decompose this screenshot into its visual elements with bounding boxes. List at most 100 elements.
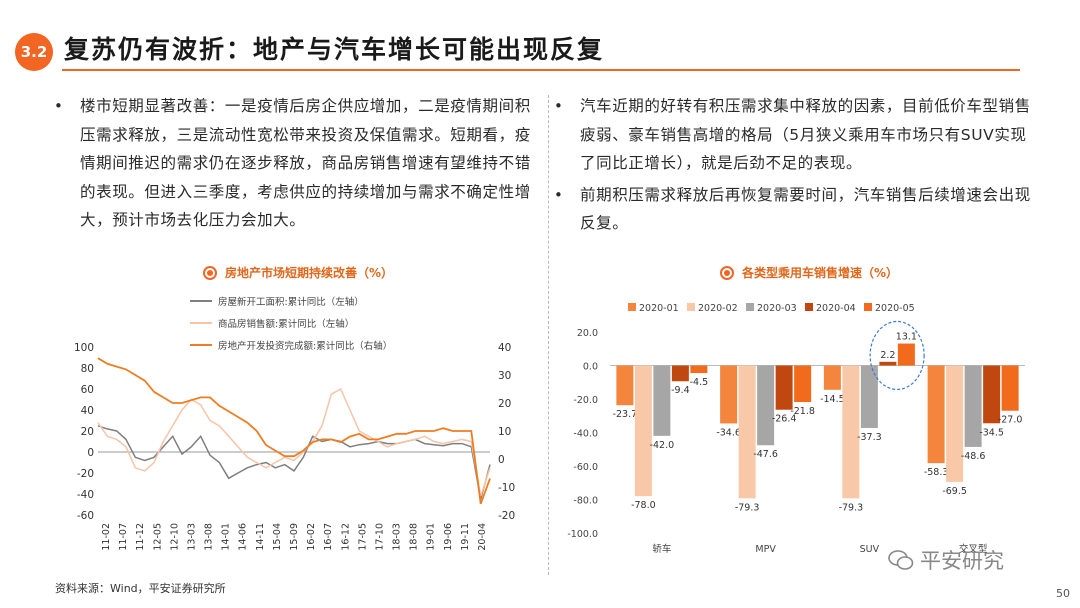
legend-label: 2020-04 — [816, 303, 856, 314]
bar-value-label: -34.5 — [979, 427, 1004, 438]
left-text-column: • 楼市短期显著改善：一是疫情后房企供应增加，二是疫情期间积压需求释放，三是流动… — [54, 92, 535, 238]
real-estate-line-chart: 房屋新开工面积:累计同比（左轴） 商品房销售额:累计同比（左轴） 房地产开发投资完成… — [74, 296, 515, 551]
x-tick: 13-08 — [204, 523, 215, 551]
bar — [775, 365, 793, 410]
x-category-label: MPV — [755, 544, 776, 555]
bar-value-label: -78.0 — [631, 500, 656, 511]
bar — [842, 365, 860, 499]
y-left-tick: 100 — [74, 342, 94, 354]
x-category-label: 轿车 — [652, 543, 671, 555]
y-tick: 20.0 — [577, 328, 598, 339]
section-badge: 3.2 — [15, 33, 53, 71]
x-tick: 19-11 — [460, 523, 471, 551]
y-left-tick: -20 — [77, 468, 94, 480]
car-sales-bar-chart: 2020-01 2020-02 2020-03 2020-04 2020-05 20.0 0… — [567, 303, 1025, 555]
bar-value-label: -58.3 — [924, 467, 949, 478]
x-tick: 17-10 — [374, 523, 385, 551]
bar — [983, 365, 1001, 424]
y-left-tick: -60 — [77, 510, 94, 522]
left-chart-title: 房地产市场短期持续改善（%） — [203, 264, 393, 281]
bar — [1001, 365, 1019, 411]
bar-value-label: -79.3 — [735, 502, 760, 513]
left-chart-title-text: 房地产市场短期持续改善（%） — [225, 266, 394, 280]
bar-value-label: -27.0 — [998, 415, 1023, 426]
x-tick: 13-03 — [186, 523, 197, 551]
x-category-label: 交叉型 — [959, 543, 988, 555]
x-tick: 16-02 — [306, 523, 317, 551]
bar-value-label: -14.5 — [820, 394, 845, 405]
x-tick: 15-04 — [272, 523, 283, 551]
bar — [897, 343, 915, 366]
legend-swatch — [805, 303, 813, 311]
legend-swatch — [864, 303, 872, 311]
y-right-tick: -20 — [498, 510, 515, 522]
x-tick: 17-05 — [357, 523, 368, 551]
x-tick: 16-12 — [340, 523, 351, 551]
x-tick: 11-02 — [101, 523, 112, 551]
legend-label: 2020-03 — [757, 303, 797, 314]
bar-value-label: -9.4 — [671, 385, 690, 396]
legend-label: 2020-05 — [875, 303, 915, 314]
bar-value-label: -21.8 — [790, 406, 815, 417]
y-right-tick: 10 — [498, 426, 511, 438]
page-title: 复苏仍有波折：地产与汽车增长可能出现反复 — [64, 35, 605, 64]
bar-value-label: -26.4 — [772, 414, 797, 425]
bar — [794, 365, 812, 403]
y-left-tick: 0 — [87, 447, 94, 459]
y-left-tick: -40 — [77, 489, 94, 501]
bar-value-label: -4.5 — [690, 377, 709, 388]
y-right-tick: 30 — [498, 370, 511, 382]
bar-value-label: -48.6 — [961, 451, 986, 462]
x-tick: 14-06 — [238, 523, 249, 551]
target-icon — [203, 265, 217, 280]
bar — [616, 365, 634, 406]
x-tick: 11-07 — [118, 523, 129, 551]
y-left-tick: 40 — [81, 405, 94, 417]
legend-swatch — [687, 303, 695, 311]
bar — [671, 365, 689, 382]
bullet-icon: • — [554, 185, 564, 204]
x-tick: 12-05 — [152, 523, 163, 551]
bar — [653, 365, 671, 436]
bar — [720, 365, 738, 424]
bar — [927, 365, 945, 464]
bullet-icon: • — [54, 97, 64, 115]
source-note: 资料来源：Wind，平安证券研究所 — [55, 582, 226, 595]
x-tick: 19-01 — [426, 523, 437, 551]
x-tick: 19-06 — [443, 523, 454, 551]
right-paragraph-2: 前期积压需求释放后再恢复需要时间，汽车销售后续增速会出现反复。 — [580, 185, 1031, 233]
legend-label: 房地产开发投资完成额:累计同比（右轴） — [218, 340, 392, 352]
bar — [738, 365, 756, 499]
column-divider — [548, 95, 549, 575]
bar-value-label: -79.3 — [839, 502, 864, 513]
y-left-tick: 20 — [81, 426, 94, 438]
bar — [964, 365, 982, 447]
page-number: 50 — [1056, 587, 1070, 600]
legend-label: 房屋新开工面积:累计同比（左轴） — [218, 296, 364, 308]
right-chart-title: 各类型乘用车销售增速（%） — [720, 264, 898, 281]
bar-value-label: -34.6 — [716, 427, 741, 438]
legend-swatch — [746, 303, 754, 311]
bar-value-label: -42.0 — [650, 440, 675, 451]
legend-label: 2020-02 — [698, 303, 738, 314]
y-left-tick: 80 — [81, 363, 94, 375]
series-line — [97, 357, 491, 505]
highlight-ellipse — [869, 320, 925, 391]
y-right-tick: 40 — [498, 342, 511, 354]
x-category-label: SUV — [860, 544, 880, 555]
x-tick: 11-12 — [135, 523, 146, 551]
series-line — [97, 387, 491, 497]
wechat-icon — [888, 550, 914, 570]
right-paragraph-1: 汽车近期的好转有积压需求集中释放的因素，目前低价车型销售疲弱、豪车销售高增的格局… — [580, 97, 1031, 172]
bar — [860, 365, 878, 428]
bar — [690, 365, 708, 374]
bar-value-label: -47.6 — [753, 449, 778, 460]
bar-value-label: -23.7 — [613, 409, 638, 420]
y-right-tick: 0 — [498, 454, 505, 466]
left-paragraph: 楼市短期显著改善：一是疫情后房企供应增加，二是疫情期间积压需求释放，三是流动性宽… — [80, 97, 531, 229]
bar — [634, 365, 652, 497]
bar-value-label: -37.3 — [857, 432, 882, 443]
target-icon — [720, 265, 734, 280]
bar — [879, 361, 897, 366]
x-tick: 12-10 — [169, 523, 180, 551]
